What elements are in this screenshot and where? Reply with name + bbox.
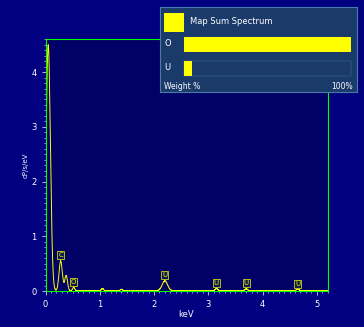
X-axis label: keV: keV <box>179 310 194 319</box>
Bar <box>164 13 184 32</box>
Text: O: O <box>71 279 76 285</box>
Text: U: U <box>162 272 167 279</box>
Bar <box>184 37 351 52</box>
Text: U: U <box>214 280 219 286</box>
Text: C: C <box>58 252 63 258</box>
Bar <box>184 61 191 76</box>
Text: 100%: 100% <box>331 82 353 91</box>
Y-axis label: cP/s/eV: cP/s/eV <box>22 152 28 178</box>
Text: U: U <box>295 281 300 287</box>
Bar <box>184 61 351 76</box>
Text: Weight %: Weight % <box>164 82 200 91</box>
Text: U: U <box>244 280 249 286</box>
Text: O: O <box>164 40 171 48</box>
Text: Map Sum Spectrum: Map Sum Spectrum <box>190 17 272 26</box>
Text: U: U <box>164 63 170 72</box>
